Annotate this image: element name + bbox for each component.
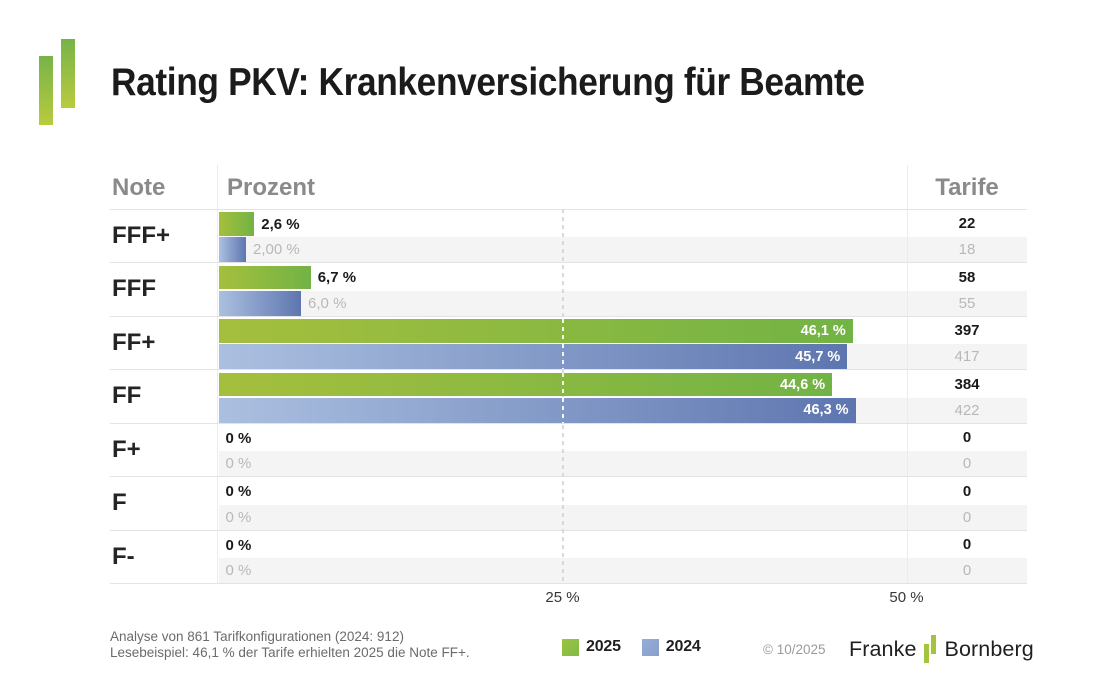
grade-label: F-	[112, 542, 135, 570]
rating-table: Note Prozent Tarife FFF+ 2,6 % 22 2,00 % 18 F…	[110, 165, 1027, 606]
tarife-count-2025: 0	[962, 482, 972, 500]
tarife-count-2024: 0	[907, 558, 1027, 583]
table-header: Note Prozent Tarife	[110, 165, 1027, 209]
bar-row-2025: 6,7 %	[218, 265, 907, 291]
tarife-count-2025: 384	[954, 375, 980, 393]
bar-value-label: 46,1 %	[800, 323, 846, 339]
grade-label: FF	[112, 382, 142, 410]
tarife-count-2024: 417	[907, 344, 1027, 369]
legend-swatch-2025	[562, 638, 579, 656]
bar-value-label: 2,00 %	[253, 241, 300, 258]
bar-2024: 46,3 %	[218, 397, 856, 423]
grade-label: FFF	[112, 275, 156, 303]
bar-row-2024: 46,3 %	[218, 397, 907, 423]
logo-bar-right	[61, 39, 75, 108]
grade-group-FF: FF 44,6 % 384 46,3 % 422	[110, 369, 1027, 423]
gridline-overlay-on-bar	[562, 397, 564, 423]
bar-value-label: 2,6 %	[261, 215, 300, 233]
tarife-count-2024: 422	[907, 397, 1027, 423]
x-axis-tick-50: 50 %	[889, 589, 924, 606]
logo-bar-left	[39, 56, 53, 125]
legend: 2025 2024	[562, 638, 701, 656]
tarife-count-2025: 58	[958, 268, 976, 286]
bar-2025: 46,1 %	[218, 319, 853, 343]
bar-value-label: 45,7 %	[795, 348, 841, 365]
column-header-tarife: Tarife	[935, 173, 999, 201]
tarife-count-2025: 0	[962, 429, 972, 446]
bar-row-2025: 0 %	[219, 479, 907, 505]
bar-2024: 45,7 %	[218, 344, 848, 369]
bar-value-label: 6,0 %	[308, 294, 347, 312]
wordmark-logo-icon	[923, 635, 937, 663]
legend-swatch-2024	[641, 638, 659, 656]
tarife-count-2025: 22	[958, 215, 976, 232]
bar-value-label: 0 %	[225, 429, 252, 447]
grade-group-FFF: FFF 6,7 % 58 6,0 % 55	[110, 262, 1027, 316]
grade-label: FFF+	[112, 221, 170, 249]
grade-group-FF+: FF+ 46,1 % 397 45,7 % 417	[110, 315, 1027, 369]
grade-label: F+	[112, 435, 141, 463]
bar-row-2025: 0 %	[219, 425, 907, 451]
note-prozent-divider	[216, 165, 218, 583]
wordmark-bar-right	[930, 635, 936, 654]
bar-2024	[218, 237, 247, 262]
column-header-prozent: Prozent	[227, 173, 316, 201]
grade-group-F: F 0 % 0 0 % 0	[110, 476, 1027, 530]
grade-group-F-: F- 0 % 0 0 % 0	[110, 529, 1027, 583]
bar-2025: 44,6 %	[218, 372, 833, 397]
bar-row-2025: 0 %	[219, 532, 907, 558]
copyright: © 10/2025	[763, 642, 826, 657]
tarife-count-2025: 397	[954, 322, 980, 339]
franke-bornberg-wordmark: Franke Bornberg	[849, 635, 1034, 663]
bar-value-label: 0 %	[225, 562, 252, 579]
grade-label: FF+	[112, 328, 156, 356]
tarife-count-2024: 55	[907, 290, 1027, 316]
legend-label-2024: 2024	[665, 638, 701, 655]
bar-value-label: 0 %	[225, 483, 252, 500]
tarife-count-2024: 18	[907, 237, 1027, 262]
bar-2024	[218, 290, 302, 316]
page-title: Rating PKV: Krankenversicherung für Beam…	[111, 61, 865, 104]
grade-label: F	[112, 489, 127, 517]
tarife-count-2024: 0	[907, 451, 1027, 476]
table-bottom-border	[110, 583, 1027, 584]
bar-value-label: 0 %	[225, 508, 252, 526]
bar-row-2025: 2,6 %	[218, 211, 907, 237]
footnote-line-2: Lesebeispiel: 46,1 % der Tarife erhielte…	[110, 644, 470, 660]
bar-2025	[218, 265, 311, 290]
wordmark-bar-left	[923, 644, 929, 663]
bar-value-label: 46,3 %	[803, 402, 849, 418]
grade-group-FFF+: FFF+ 2,6 % 22 2,00 % 18	[110, 208, 1027, 262]
gridline-overlay-on-bar	[562, 372, 564, 397]
bar-row-2025: 46,1 %	[218, 318, 907, 344]
x-axis-tick-25: 25 %	[545, 589, 580, 606]
prozent-tarife-divider	[906, 165, 908, 583]
bar-value-label: 44,6 %	[780, 376, 826, 393]
bar-value-label: 6,7 %	[317, 269, 357, 286]
wordmark-bornberg: Bornberg	[944, 636, 1034, 661]
bar-2025	[218, 212, 255, 236]
gridline-overlay-on-bar	[562, 344, 564, 369]
bar-value-label: 0 %	[225, 455, 252, 472]
column-header-note: Note	[112, 173, 166, 201]
legend-label-2025: 2025	[586, 638, 621, 655]
bar-value-label: 0 %	[225, 536, 252, 554]
tarife-count-2024: 0	[907, 504, 1027, 530]
gridline-overlay-on-bar	[562, 319, 564, 343]
bar-row-2024: 45,7 %	[218, 344, 907, 369]
wordmark-franke: Franke	[849, 636, 917, 661]
footnote-line-1: Analyse von 861 Tarifkonfigurationen (20…	[110, 629, 404, 644]
bar-row-2025: 44,6 %	[218, 372, 907, 398]
grade-group-F+: F+ 0 % 0 0 % 0	[110, 422, 1027, 476]
footnote: Analyse von 861 Tarifkonfigurationen (20…	[110, 629, 470, 660]
tarife-count-2025: 0	[962, 536, 972, 553]
